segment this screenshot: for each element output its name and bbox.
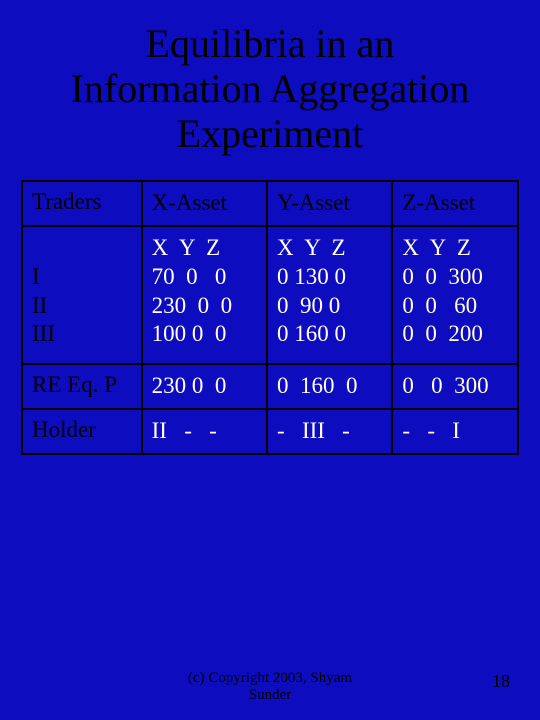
x-asset-values: X Y Z 70 0 0 230 0 0 100 0 0 bbox=[142, 226, 267, 364]
table-traders-row: I II III X Y Z 70 0 0 230 0 0 100 0 0 X … bbox=[22, 226, 518, 364]
copyright-line-2: Sunder bbox=[249, 687, 292, 703]
header-traders: Traders bbox=[22, 181, 142, 226]
title-line-1: Equilibria in an bbox=[146, 21, 395, 66]
holder-y: - III - bbox=[267, 409, 392, 454]
header-x-asset: X-Asset bbox=[142, 181, 267, 226]
header-y-asset: Y-Asset bbox=[267, 181, 392, 226]
re-eq-x: 230 0 0 bbox=[142, 364, 267, 409]
title-line-2: Information Aggregation bbox=[71, 66, 470, 111]
holder-x: II - - bbox=[142, 409, 267, 454]
slide-title: Equilibria in an Information Aggregation… bbox=[0, 0, 540, 156]
copyright-text: (c) Copyright 2003, Shyam Sunder bbox=[0, 670, 540, 705]
holder-z: - - I bbox=[392, 409, 518, 454]
re-eq-label: RE Eq. P bbox=[22, 364, 142, 409]
header-z-asset: Z-Asset bbox=[392, 181, 518, 226]
holder-label: Holder bbox=[22, 409, 142, 454]
table-header-row: Traders X-Asset Y-Asset Z-Asset bbox=[22, 181, 518, 226]
traders-labels: I II III bbox=[22, 226, 142, 364]
table-re-eq-row: RE Eq. P 230 0 0 0 160 0 0 0 300 bbox=[22, 364, 518, 409]
re-eq-z: 0 0 300 bbox=[392, 364, 518, 409]
z-asset-values: X Y Z 0 0 300 0 0 60 0 0 200 bbox=[392, 226, 518, 364]
equilibria-table: Traders X-Asset Y-Asset Z-Asset I II III… bbox=[21, 180, 519, 454]
copyright-line-1: (c) Copyright 2003, Shyam bbox=[188, 670, 352, 686]
title-line-3: Experiment bbox=[177, 111, 364, 156]
re-eq-y: 0 160 0 bbox=[267, 364, 392, 409]
page-number: 18 bbox=[492, 671, 510, 692]
y-asset-values: X Y Z 0 130 0 0 90 0 0 160 0 bbox=[267, 226, 392, 364]
table-holder-row: Holder II - - - III - - - I bbox=[22, 409, 518, 454]
slide-footer: (c) Copyright 2003, Shyam Sunder 18 bbox=[0, 670, 540, 705]
